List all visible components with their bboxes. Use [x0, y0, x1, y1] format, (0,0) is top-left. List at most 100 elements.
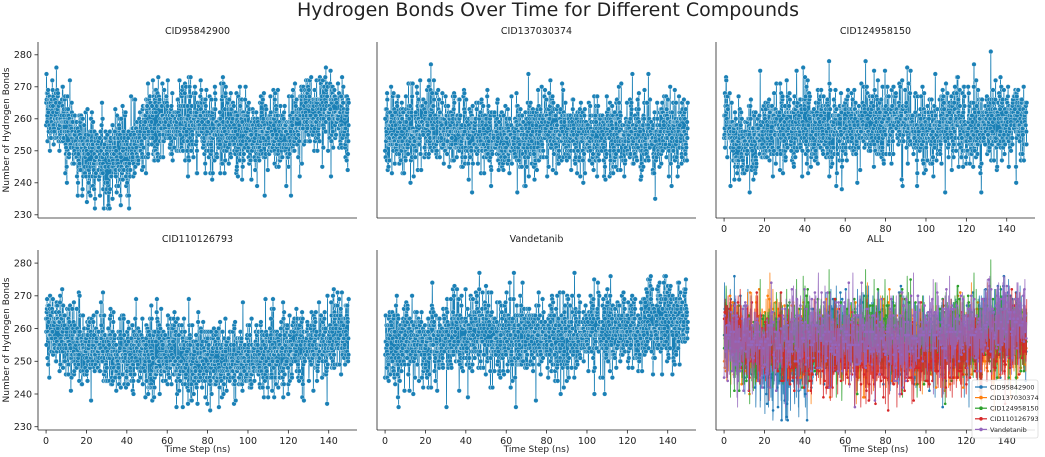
data-point	[203, 97, 209, 103]
data-point	[534, 167, 540, 173]
data-point	[827, 81, 832, 87]
data-point	[399, 100, 405, 106]
data-point	[260, 97, 266, 103]
data-point	[413, 148, 419, 154]
data-point	[239, 177, 245, 183]
data-point	[961, 93, 967, 99]
data-point	[105, 326, 111, 331]
data-point	[570, 97, 576, 103]
data-point	[1023, 109, 1029, 115]
data-point	[766, 97, 772, 103]
data-point	[234, 113, 240, 119]
data-point	[188, 148, 194, 154]
data-point	[306, 87, 312, 93]
data-point	[519, 164, 525, 170]
data-point	[618, 167, 623, 173]
data-point	[952, 129, 958, 135]
data-point	[51, 141, 57, 147]
data-point	[604, 151, 610, 157]
data-point	[526, 173, 532, 179]
data-point	[843, 145, 849, 151]
data-point	[621, 173, 627, 179]
series-CID110126793	[43, 286, 352, 413]
data-point	[182, 90, 188, 96]
data-point	[161, 87, 167, 93]
data-point	[62, 313, 68, 318]
data-point	[253, 109, 259, 115]
data-point	[113, 388, 119, 394]
data-point	[444, 151, 450, 157]
data-point	[205, 119, 211, 125]
data-point	[577, 173, 583, 179]
data-point	[113, 148, 119, 154]
data-point	[202, 170, 208, 176]
data-point	[74, 306, 80, 312]
data-point	[417, 77, 423, 83]
data-point	[88, 398, 94, 403]
data-point	[272, 97, 278, 103]
data-point	[346, 100, 352, 106]
data-point	[314, 148, 320, 154]
data-point	[991, 157, 997, 163]
data-point	[112, 106, 118, 112]
data-point	[180, 148, 186, 154]
data-point	[212, 90, 218, 96]
data-point	[409, 93, 415, 99]
data-point	[516, 157, 522, 163]
data-point	[683, 106, 689, 112]
data-point	[462, 109, 468, 115]
data-point	[786, 103, 792, 109]
data-point	[132, 97, 138, 103]
data-point	[345, 138, 351, 144]
data-point	[149, 141, 155, 147]
data-point	[461, 90, 467, 96]
data-point	[815, 161, 821, 167]
data-point	[871, 164, 877, 170]
data-point	[661, 122, 667, 128]
data-point	[818, 87, 824, 93]
data-point	[408, 109, 414, 115]
data-point	[108, 173, 114, 179]
data-point	[865, 116, 871, 122]
data-point	[684, 119, 690, 125]
data-point	[821, 93, 827, 99]
data-point	[328, 68, 334, 74]
data-point	[920, 84, 925, 90]
data-point	[645, 71, 651, 77]
data-point	[319, 164, 325, 170]
data-point	[153, 109, 159, 115]
data-point	[199, 119, 205, 125]
data-point	[899, 177, 905, 183]
data-point	[480, 141, 486, 147]
data-point	[553, 170, 559, 176]
data-point	[637, 129, 643, 135]
data-point	[203, 87, 209, 93]
data-point	[738, 109, 744, 115]
data-point	[446, 164, 452, 170]
data-point	[488, 183, 494, 189]
data-point	[580, 157, 586, 163]
data-point	[733, 116, 739, 122]
data-point	[1021, 157, 1027, 163]
data-point	[914, 183, 920, 189]
data-point	[540, 148, 546, 154]
data-point	[890, 129, 895, 135]
data-point	[666, 173, 672, 179]
data-point	[132, 371, 137, 377]
data-point	[933, 113, 939, 119]
data-point	[727, 90, 733, 96]
data-point	[425, 122, 430, 128]
data-point	[74, 173, 80, 179]
data-point	[560, 87, 566, 93]
data-point	[149, 119, 154, 125]
data-point	[330, 145, 336, 151]
data-point	[125, 319, 131, 325]
data-point	[672, 87, 678, 93]
data-point	[112, 332, 118, 338]
data-point	[901, 138, 907, 144]
data-point	[547, 116, 553, 122]
data-point	[505, 106, 511, 112]
data-point	[1023, 122, 1029, 128]
